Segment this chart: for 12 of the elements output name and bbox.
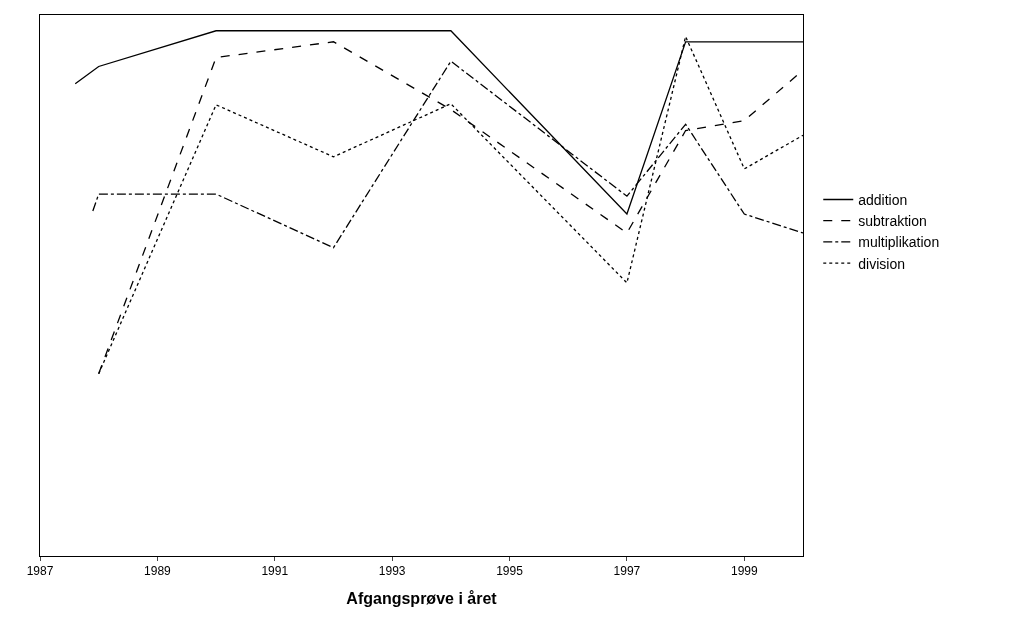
legend-label: addition — [858, 191, 908, 208]
x-tick-label: 1993 — [378, 564, 406, 579]
x-tick-label: 1989 — [144, 564, 172, 579]
x-axis-title: Afgangsprøve i året — [346, 590, 498, 608]
legend-label: division — [858, 255, 905, 272]
legend-label: multiplikation — [858, 234, 940, 251]
x-tick-label: 1997 — [613, 564, 641, 579]
x-tick-label: 1995 — [496, 564, 524, 579]
x-tick-label: 1991 — [261, 564, 289, 579]
x-tick-label: 1987 — [26, 564, 54, 579]
legend-label: subtraktion — [858, 213, 927, 230]
x-tick-label: 1999 — [730, 564, 758, 579]
